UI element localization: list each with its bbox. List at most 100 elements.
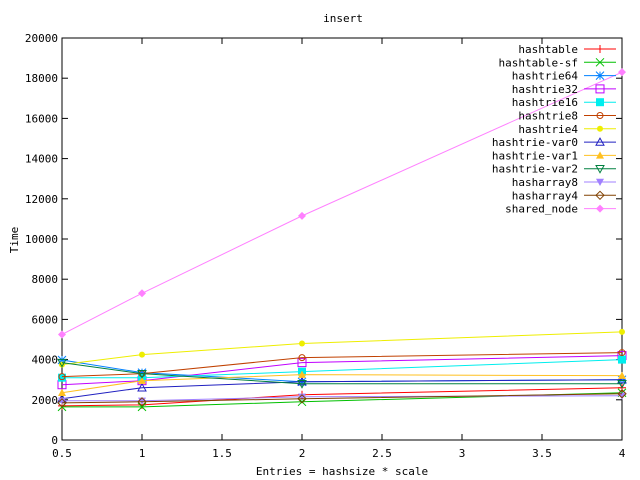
marker-inverted-triangle <box>137 369 147 379</box>
legend-label: hashtrie-var2 <box>492 163 578 176</box>
marker-diamond <box>298 211 306 220</box>
series-line <box>61 352 623 378</box>
marker-triangle <box>618 371 626 379</box>
marker-triangle <box>596 151 604 159</box>
marker-diamond <box>58 330 66 339</box>
chart-title: insert <box>323 12 363 25</box>
marker-inverted-triangle <box>58 397 66 405</box>
legend-label: hashtable <box>518 43 578 56</box>
legend-label: hashtrie-var1 <box>492 149 578 162</box>
legend-label: hashtrie16 <box>512 96 578 109</box>
series-line <box>61 379 623 400</box>
x-tick-label: 4 <box>619 447 626 460</box>
y-tick-label: 2000 <box>32 394 59 407</box>
marker-circle <box>299 340 305 347</box>
y-tick-label: 8000 <box>32 273 59 286</box>
marker-plus <box>596 45 604 53</box>
marker-star <box>595 71 605 80</box>
series-line <box>61 362 622 385</box>
marker-circle <box>58 373 66 381</box>
marker-square <box>58 373 66 382</box>
x-tick-label: 1 <box>139 447 146 460</box>
legend-label: hashtable-sf <box>499 56 578 69</box>
marker-square <box>297 358 307 368</box>
series-shared_node <box>58 68 626 339</box>
y-tick-label: 20000 <box>25 32 58 45</box>
marker-inverted-triangle <box>297 380 307 389</box>
marker-circle <box>597 125 603 132</box>
marker-circle <box>618 349 626 357</box>
x-tick-label: 3.5 <box>532 447 552 460</box>
legend-label: hashtrie-var0 <box>492 136 578 149</box>
series-line <box>62 359 623 379</box>
y-tick-label: 18000 <box>25 72 58 85</box>
marker-diamond <box>57 398 67 408</box>
marker-triangle <box>58 388 66 396</box>
legend-label: hashtrie8 <box>518 110 578 123</box>
marker-inverted-triangle <box>57 358 67 368</box>
marker-circle <box>596 112 604 119</box>
y-tick-label: 16000 <box>25 112 58 125</box>
marker-diamond <box>138 289 146 298</box>
marker-inverted-triangle <box>298 393 306 401</box>
marker-square <box>618 355 626 364</box>
marker-diamond <box>596 204 604 213</box>
marker-diamond <box>297 394 307 404</box>
marker-circle <box>139 351 145 358</box>
marker-star <box>57 355 67 365</box>
marker-triangle <box>138 376 146 384</box>
marker-inverted-triangle <box>595 165 605 174</box>
marker-cross <box>137 402 147 412</box>
series-line <box>61 355 623 386</box>
marker-inverted-triangle <box>617 380 627 389</box>
marker-cross <box>595 57 605 67</box>
x-axis-label: Entries = hashsize * scale <box>256 465 428 478</box>
x-tick-label: 3 <box>459 447 466 460</box>
y-tick-label: 12000 <box>25 193 58 206</box>
y-tick-label: 0 <box>51 434 58 447</box>
y-tick-label: 4000 <box>32 354 59 367</box>
series-line <box>62 392 623 408</box>
x-tick-label: 2.5 <box>372 447 392 460</box>
series-hashtrie-var2 <box>57 358 627 389</box>
marker-diamond <box>617 389 627 399</box>
series-hashtrie16 <box>58 355 626 382</box>
legend-label: hasharray8 <box>512 176 578 189</box>
series-hashtrie4 <box>59 328 625 368</box>
legend-label: hashtrie32 <box>512 83 578 96</box>
y-tick-label: 6000 <box>32 313 59 326</box>
marker-triangle <box>298 370 306 378</box>
series-line <box>61 331 623 366</box>
series-hashtrie-var1 <box>58 370 626 396</box>
marker-circle <box>298 354 306 362</box>
marker-circle <box>619 328 625 335</box>
marker-inverted-triangle <box>596 178 604 186</box>
legend-label: hasharray4 <box>512 189 579 202</box>
series-line <box>61 71 623 335</box>
legend-label: hashtrie64 <box>512 70 579 83</box>
marker-triangle <box>137 382 147 392</box>
marker-diamond <box>137 397 147 407</box>
marker-diamond <box>595 190 605 201</box>
y-axis-label: Time <box>8 227 21 254</box>
marker-triangle <box>595 137 605 146</box>
series-line <box>61 387 623 407</box>
y-tick-label: 14000 <box>25 153 58 166</box>
marker-inverted-triangle <box>618 392 626 400</box>
legend-label: shared_node <box>505 203 578 216</box>
x-tick-label: 2 <box>299 447 306 460</box>
series-line <box>61 374 623 394</box>
series-hasharray4 <box>57 389 627 408</box>
marker-triangle <box>297 376 307 386</box>
marker-square <box>595 84 605 94</box>
marker-triangle <box>617 374 627 384</box>
legend-label: hashtrie4 <box>518 123 578 136</box>
y-tick-label: 10000 <box>25 233 58 246</box>
marker-square <box>596 98 604 107</box>
marker-diamond <box>618 68 626 77</box>
x-tick-label: 1.5 <box>212 447 232 460</box>
x-tick-label: 0.5 <box>52 447 72 460</box>
series-line <box>61 393 623 404</box>
marker-star <box>137 368 147 378</box>
